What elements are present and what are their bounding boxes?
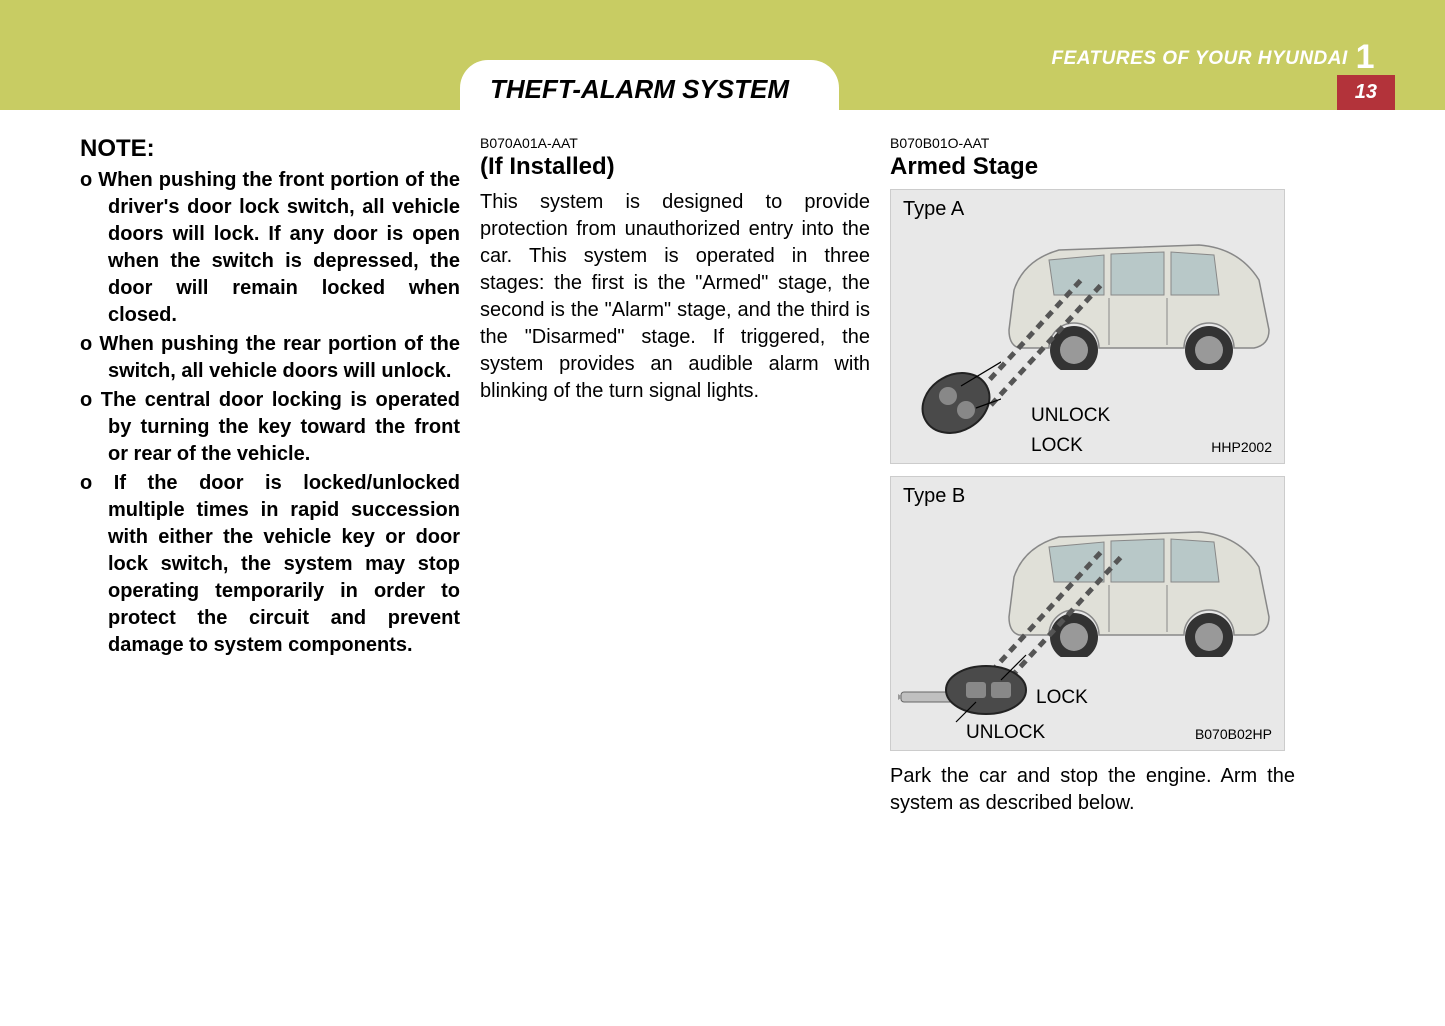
column-2: B070A01A-AAT (If Installed) This system … <box>480 135 870 817</box>
page-number: 13 <box>1355 81 1377 103</box>
body-paragraph: Park the car and stop the engine. Arm th… <box>890 763 1295 817</box>
lock-label: LOCK <box>1036 687 1088 709</box>
column-1: NOTE: When pushing the front portion of … <box>80 135 460 817</box>
list-item: When pushing the front portion of the dr… <box>80 167 460 329</box>
key-with-blade-icon <box>896 650 1036 730</box>
key-fob-icon <box>906 348 1001 438</box>
note-heading: NOTE: <box>80 135 460 163</box>
list-item: If the door is locked/unlocked multiple … <box>80 470 460 659</box>
figure-type-label: Type B <box>903 485 965 508</box>
figure-type-b: Type B <box>890 476 1285 751</box>
list-item: When pushing the rear portion of the swi… <box>80 331 460 385</box>
section-title: FEATURES OF YOUR HYUNDAI <box>1051 48 1347 69</box>
column-3: B070B01O-AAT Armed Stage Type A <box>890 135 1295 817</box>
unlock-label: UNLOCK <box>1031 405 1110 427</box>
section-title-tab: THEFT-ALARM SYSTEM <box>460 60 839 110</box>
unlock-label: UNLOCK <box>966 722 1045 744</box>
lock-label: LOCK <box>1031 435 1083 457</box>
content-area: NOTE: When pushing the front portion of … <box>80 135 1380 817</box>
figure-type-a: Type A <box>890 189 1285 464</box>
reference-code: B070B01O-AAT <box>890 135 1295 151</box>
subheading: Armed Stage <box>890 153 1295 181</box>
chapter-number: 1 <box>1356 38 1375 76</box>
reference-code: B070A01A-AAT <box>480 135 870 151</box>
title-tab-text: THEFT-ALARM SYSTEM <box>490 74 789 104</box>
note-bullet-list: When pushing the front portion of the dr… <box>80 167 460 659</box>
figure-reference: B070B02HP <box>1195 726 1272 742</box>
figure-type-label: Type A <box>903 198 964 221</box>
page-number-box: 13 <box>1337 75 1395 110</box>
section-header: FEATURES OF YOUR HYUNDAI 1 <box>1051 38 1375 77</box>
figure-reference: HHP2002 <box>1211 439 1272 455</box>
subheading: (If Installed) <box>480 153 870 181</box>
body-paragraph: This system is designed to provide prote… <box>480 189 870 405</box>
list-item: The central door locking is operated by … <box>80 387 460 468</box>
